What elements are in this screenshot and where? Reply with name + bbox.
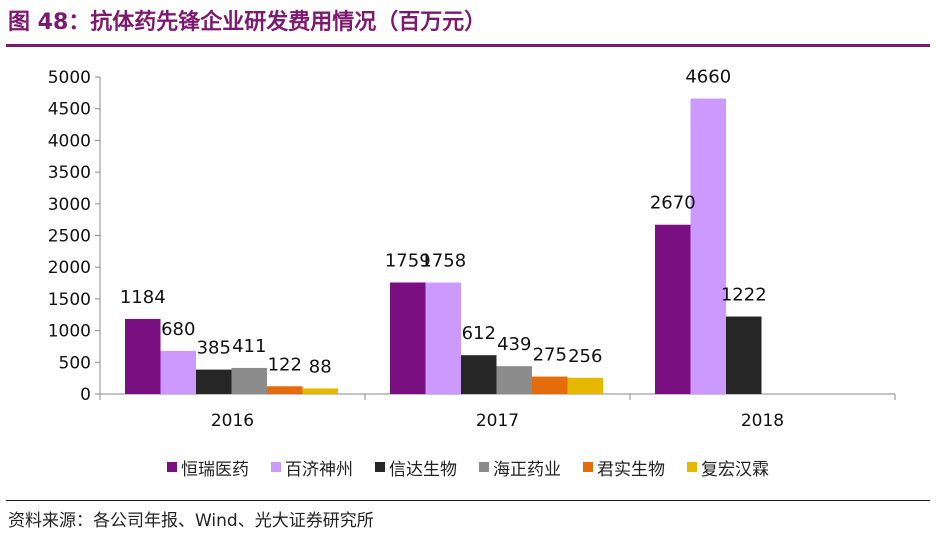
legend-swatch — [583, 462, 593, 472]
legend-label: 百济神州 — [285, 459, 353, 480]
y-tick-label: 3000 — [48, 195, 91, 215]
title-divider — [6, 44, 930, 47]
bar — [655, 224, 691, 394]
legend-label: 恒瑞医药 — [181, 459, 249, 480]
y-tick-label: 3500 — [48, 163, 91, 183]
bar-value-label: 411 — [232, 336, 266, 357]
x-axis: 2016 2017 2018 — [99, 393, 896, 431]
y-tick-label: 2000 — [48, 258, 91, 278]
bar — [231, 367, 267, 394]
x-tick-label: 2017 — [476, 411, 519, 431]
source-note: 资料来源：各公司年报、Wind、光大证券研究所 — [8, 511, 374, 531]
y-tick-label: 0 — [80, 385, 91, 405]
bar-value-label: 680 — [161, 319, 195, 340]
bar-chart: 0 500 1000 1500 2000 2500 3000 3500 4000 4500 5000… — [48, 67, 896, 431]
bar — [461, 355, 497, 394]
bar — [726, 316, 762, 394]
legend-label: 海正药业 — [493, 459, 561, 480]
y-axis: 0 500 1000 1500 2000 2500 3000 3500 4000 4500 5000 — [48, 68, 101, 405]
bar — [125, 318, 161, 394]
bar-value-label: 1222 — [721, 285, 767, 306]
x-tick-label: 2018 — [741, 411, 784, 431]
bars — [125, 98, 762, 394]
bar-value-label: 88 — [309, 356, 332, 377]
y-tick-label: 5000 — [48, 68, 91, 88]
bar — [160, 350, 196, 394]
bar — [690, 98, 726, 394]
bar-value-label: 122 — [268, 354, 302, 375]
bar-value-label: 2670 — [650, 193, 696, 214]
bar — [567, 377, 603, 394]
bar — [267, 386, 303, 394]
bar-value-label: 275 — [533, 345, 567, 366]
bar — [390, 282, 426, 394]
legend-label: 信达生物 — [389, 459, 457, 480]
bar-value-label: 612 — [462, 323, 496, 344]
y-tick-label: 2500 — [48, 227, 91, 247]
bar-value-label: 439 — [497, 334, 531, 355]
y-tick-label: 1000 — [48, 322, 91, 342]
legend-swatch — [375, 462, 385, 472]
legend-swatch — [687, 462, 697, 472]
bar — [196, 369, 232, 394]
legend-swatch — [271, 462, 281, 472]
legend-item: 信达生物 — [375, 455, 457, 480]
chart-legend: 恒瑞医药 百济神州 信达生物 海正药业 君实生物 复宏汉霖 — [0, 453, 936, 481]
x-tick-label: 2016 — [211, 411, 254, 431]
legend-item: 复宏汉霖 — [687, 455, 769, 480]
source-divider — [6, 500, 930, 501]
data-labels: 1184 1759 2670 680 1758 4660 385 612 1222 411 439 1… — [120, 67, 767, 378]
legend-label: 复宏汉霖 — [701, 459, 769, 480]
bar-value-label: 1758 — [420, 251, 466, 272]
bar-value-label: 385 — [197, 338, 231, 359]
y-tick-label: 1500 — [48, 290, 91, 310]
y-tick-label: 500 — [59, 353, 91, 373]
legend-item: 百济神州 — [271, 455, 353, 480]
bar-value-label: 1184 — [120, 287, 166, 308]
bar — [496, 366, 532, 394]
bar — [302, 388, 338, 394]
legend-item: 海正药业 — [479, 455, 561, 480]
figure-title: 图 48：抗体药先锋企业研发费用情况（百万元） — [8, 10, 487, 35]
bar-value-label: 4660 — [685, 67, 731, 88]
bar-value-label: 1759 — [385, 250, 431, 271]
legend-swatch — [479, 462, 489, 472]
legend-swatch — [167, 462, 177, 472]
bar — [425, 282, 461, 394]
bar-value-label: 256 — [568, 346, 602, 367]
legend-label: 君实生物 — [597, 459, 665, 480]
legend-item: 恒瑞医药 — [167, 455, 249, 480]
bar — [532, 376, 568, 394]
y-tick-label: 4000 — [48, 131, 91, 151]
legend-item: 君实生物 — [583, 455, 665, 480]
y-tick-label: 4500 — [48, 100, 91, 120]
